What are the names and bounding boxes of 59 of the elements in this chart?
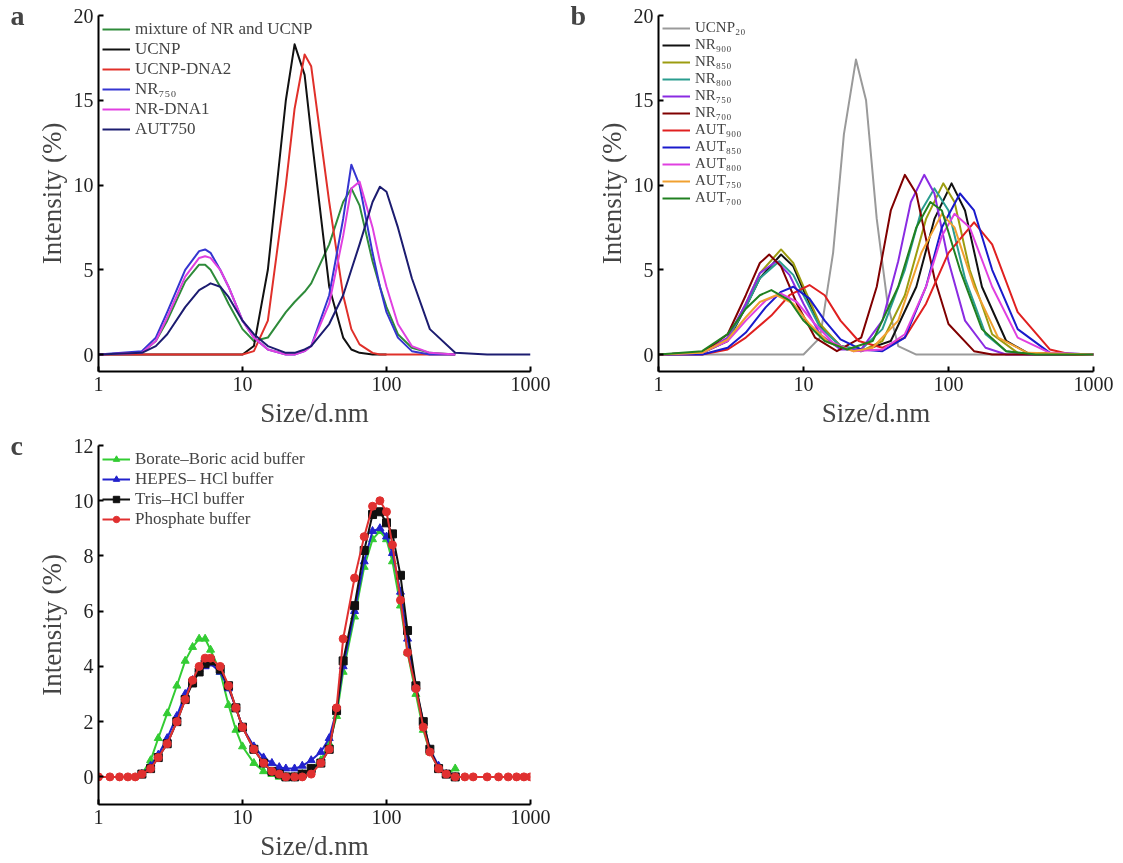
y-tick-label: 15 <box>73 89 94 112</box>
y-tick-label: 10 <box>633 174 654 197</box>
x-tick-label: 10 <box>793 372 814 395</box>
x-axis-title: Size/d.nm <box>821 397 931 428</box>
x-tick-label: 100 <box>371 372 402 395</box>
legend-label: UCNP-DNA2 <box>135 59 232 79</box>
y-tick-label: 10 <box>73 174 94 197</box>
legend-label: AUT₇₀₀ <box>695 189 742 206</box>
x-axis-title: Size/d.nm <box>260 830 369 861</box>
legend-label: UCNP <box>135 39 181 59</box>
legend-label: Tris–HCl buffer <box>135 489 245 509</box>
legend-label: NR₈₅₀ <box>695 53 732 70</box>
y-axis-title: Intensity (%) <box>36 554 67 696</box>
y-tick-label: 10 <box>73 489 94 512</box>
y-tick-label: 2 <box>83 710 94 733</box>
legend-label: HEPES– HCl buffer <box>135 469 274 489</box>
y-tick-label: 20 <box>633 4 654 27</box>
x-tick-label: 10 <box>232 805 253 828</box>
y-tick-label: 0 <box>83 765 94 788</box>
x-tick-label: 1000 <box>510 805 551 828</box>
y-tick-label: 6 <box>83 600 94 623</box>
x-tick-label: 1 <box>93 805 104 828</box>
y-tick-label: 8 <box>83 544 94 567</box>
legend-label: AUT₈₅₀ <box>695 138 742 155</box>
legend-label: UCNP₂₀ <box>695 19 746 36</box>
legend-label: NR-DNA1 <box>135 99 210 119</box>
chart-title: a <box>10 0 25 31</box>
legend-label: AUT750 <box>135 119 196 139</box>
x-tick-label: 1 <box>93 372 104 395</box>
y-tick-label: 15 <box>633 89 654 112</box>
y-tick-label: 5 <box>643 258 654 281</box>
legend-label: AUT₇₅₀ <box>695 172 742 189</box>
chart-title: c <box>10 429 23 461</box>
y-tick-label: 12 <box>73 434 94 457</box>
legend-label: NR₉₀₀ <box>695 36 732 53</box>
legend-label: NR₇₅₀ <box>135 79 177 99</box>
x-tick-label: 1 <box>653 372 664 395</box>
y-tick-label: 20 <box>73 4 94 27</box>
x-tick-label: 1000 <box>1073 372 1114 395</box>
y-tick-label: 4 <box>83 655 94 678</box>
x-tick-label: 100 <box>371 805 402 828</box>
chart-title: b <box>570 0 587 31</box>
x-tick-label: 1000 <box>510 372 551 395</box>
legend-label: Phosphate buffer <box>135 509 251 529</box>
x-axis-title: Size/d.nm <box>260 397 369 428</box>
legend-label: AUT₉₀₀ <box>695 121 742 138</box>
x-tick-label: 10 <box>232 372 253 395</box>
legend-label: NR₇₅₀ <box>695 87 732 104</box>
legend-label: mixture of NR and UCNP <box>135 19 313 39</box>
x-tick-label: 100 <box>933 372 964 395</box>
legend-label: Borate–Boric acid buffer <box>135 449 305 469</box>
y-axis-title: Intensity (%) <box>36 122 67 265</box>
legend-label: AUT₈₀₀ <box>695 155 742 172</box>
y-tick-label: 5 <box>83 258 94 281</box>
y-axis-title: Intensity (%) <box>596 122 627 265</box>
legend-label: NR₈₀₀ <box>695 70 732 87</box>
legend-label: NR₇₀₀ <box>695 104 732 121</box>
y-tick-label: 0 <box>643 343 654 366</box>
y-tick-label: 0 <box>83 343 94 366</box>
